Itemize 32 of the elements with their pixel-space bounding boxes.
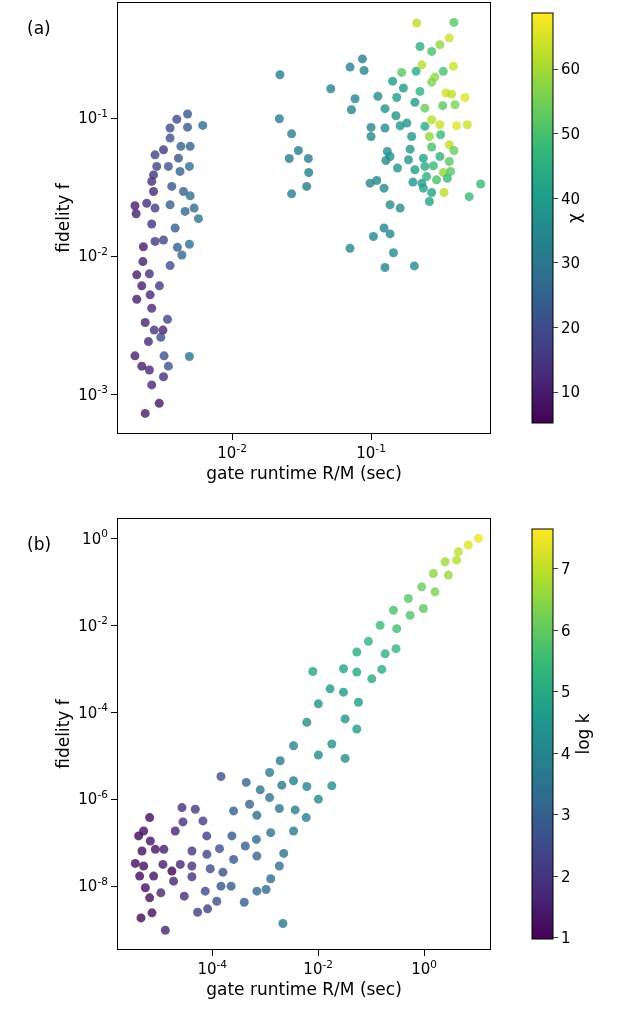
color-bar-title: χ [564,212,584,223]
x-tick-label: 10$^{-4}$ [197,957,228,979]
text: (b) [27,534,52,554]
color-bar-label: 4 [561,744,571,763]
color-bar-label: 1 [561,929,571,948]
y-tick-label: 10$^{0}$ [82,527,108,548]
x-tick-label: 10$^{-2}$ [303,957,333,979]
color-bar-title: log k [572,713,593,755]
x-axis-title: gate runtime R/M (sec) [206,979,402,1000]
color-bar-label: 7 [561,560,571,579]
x-tick-label: 10$^{0}$ [411,957,437,979]
color-bar-label: 5 [561,683,571,702]
y-tick-label: 10$^{-2}$ [78,614,108,635]
color-bar-label: 50 [561,124,581,143]
y-axis-title: fidelity f [52,698,73,769]
color-bar-label: 2 [561,867,571,886]
color-bar-label: 3 [561,806,571,825]
color-bar-label: 6 [561,621,571,640]
x-axis-title: gate runtime R/M (sec) [206,463,402,484]
color-bar-label: 40 [561,189,581,208]
y-tick-label: 10$^{-6}$ [78,788,109,809]
color-bar-label: 30 [561,254,581,273]
y-axis-title: fidelity f [52,182,73,253]
y-tick-label: 10$^{-8}$ [78,875,108,896]
color-bar-label: 10 [561,383,581,402]
text: (a) [27,18,51,38]
y-tick-label: 10$^{-4}$ [78,701,109,722]
y-tick-label: 10$^{-3}$ [78,383,108,404]
color-bar-label: 20 [561,318,581,337]
color-bar-label: 60 [561,60,581,79]
y-tick-label: 10$^{-1}$ [78,107,108,128]
y-tick-label: 10$^{-2}$ [78,245,108,266]
